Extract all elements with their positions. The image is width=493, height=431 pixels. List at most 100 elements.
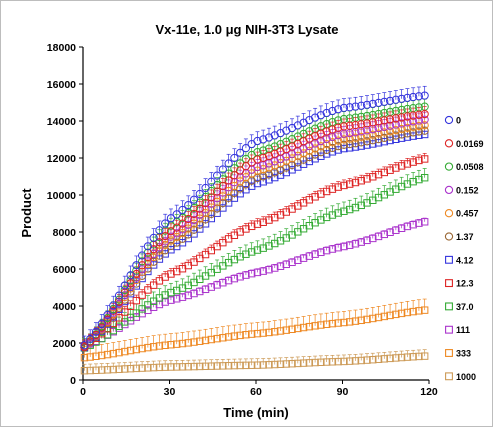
data-point — [132, 266, 141, 275]
data-point — [144, 286, 152, 294]
data-point — [219, 204, 227, 212]
data-point — [403, 112, 412, 121]
data-point — [392, 354, 400, 362]
data-point — [207, 209, 216, 219]
data-point — [184, 363, 192, 371]
data-point — [409, 307, 417, 316]
data-point — [149, 240, 158, 249]
data-point — [103, 366, 112, 374]
axes: 0 2000 4000 6000 8000 10000 12000 14000 16000 180… — [47, 42, 438, 398]
y-tick-label: 2000 — [53, 338, 77, 350]
data-point — [392, 185, 400, 193]
data-point — [247, 182, 256, 190]
legend-label: 0.0508 — [456, 162, 484, 172]
data-point — [126, 287, 135, 296]
data-point — [363, 356, 371, 364]
data-point — [380, 230, 389, 239]
data-point — [91, 330, 101, 340]
data-point — [91, 327, 101, 336]
data-point — [195, 189, 204, 199]
data-point — [397, 119, 406, 128]
data-point — [155, 226, 164, 235]
data-point — [242, 250, 250, 258]
data-point — [224, 362, 233, 370]
data-point — [265, 176, 273, 184]
data-point — [305, 359, 314, 367]
series-markers — [80, 306, 429, 362]
data-point — [161, 231, 170, 241]
data-point — [328, 125, 337, 134]
data-point — [397, 94, 406, 103]
data-point — [138, 305, 146, 313]
data-point — [271, 213, 279, 222]
data-point — [178, 239, 187, 247]
data-point — [420, 121, 429, 130]
data-point — [328, 106, 337, 116]
data-point — [403, 353, 412, 361]
y-tick-label: 0 — [70, 375, 76, 387]
data-point — [236, 166, 245, 175]
data-point — [207, 283, 216, 291]
data-point — [403, 308, 412, 317]
data-point — [167, 341, 175, 349]
data-point — [144, 343, 152, 352]
legend-item: 12.3 — [445, 279, 474, 289]
data-point — [351, 203, 360, 212]
data-point — [351, 178, 360, 187]
data-point — [311, 155, 319, 163]
data-point — [311, 131, 320, 141]
data-point — [415, 156, 423, 165]
data-point — [316, 148, 325, 157]
data-point — [213, 281, 221, 289]
data-point — [178, 339, 187, 348]
data-point — [363, 236, 371, 245]
data-point — [109, 326, 117, 335]
data-point — [236, 148, 245, 157]
data-point — [213, 362, 221, 370]
data-point — [132, 270, 141, 279]
data-point — [92, 352, 100, 360]
data-point — [374, 232, 383, 241]
data-point — [114, 299, 124, 309]
data-point — [414, 116, 424, 125]
data-point — [259, 218, 267, 226]
data-point — [241, 144, 251, 153]
x-tick-label: 120 — [420, 386, 438, 398]
data-point — [386, 166, 394, 174]
legend-item: 37.0 — [445, 302, 474, 312]
y-tick-label: 4000 — [53, 301, 77, 313]
data-point — [184, 220, 193, 230]
data-point — [212, 171, 222, 180]
series-errorbars — [82, 85, 427, 346]
data-point — [339, 135, 349, 144]
data-point — [369, 234, 377, 243]
data-point — [224, 159, 233, 168]
data-point — [276, 360, 285, 368]
data-point — [253, 155, 262, 164]
data-point — [374, 135, 383, 144]
data-point — [334, 357, 342, 366]
data-point — [345, 140, 354, 149]
data-point — [339, 122, 349, 131]
data-point — [346, 241, 354, 249]
data-point — [242, 361, 250, 370]
data-point — [334, 142, 343, 151]
data-point — [144, 364, 152, 372]
data-point — [409, 158, 417, 166]
y-axis-label: Product — [19, 188, 34, 238]
chart-title: Vx-11e, 1.0 μg NIH-3T3 Lysate — [155, 22, 338, 37]
data-point — [276, 128, 285, 138]
legend-label: 0.457 — [456, 209, 479, 219]
data-point — [236, 361, 244, 370]
data-point — [207, 203, 216, 212]
x-tick-label: 90 — [337, 386, 349, 398]
data-point — [253, 361, 262, 369]
data-point — [207, 335, 216, 344]
data-point — [328, 245, 337, 253]
data-point — [178, 205, 187, 215]
data-point — [218, 181, 227, 191]
data-point — [357, 201, 365, 210]
data-point — [259, 153, 268, 162]
data-point — [149, 233, 158, 242]
